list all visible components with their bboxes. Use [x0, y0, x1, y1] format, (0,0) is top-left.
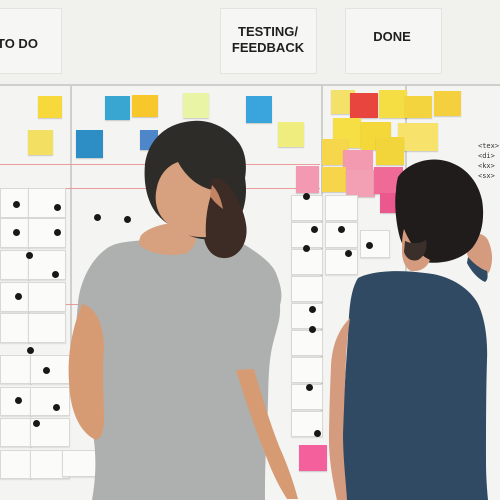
column-heading-testing: TESTING/ [238, 24, 298, 39]
magnet [94, 214, 101, 221]
task-card [325, 195, 358, 221]
task-card [291, 411, 323, 437]
blue-left-arm [329, 318, 350, 500]
magnet [43, 367, 50, 374]
magnet [303, 193, 310, 200]
right-arm [236, 369, 298, 499]
task-card [28, 313, 66, 343]
task-card [291, 357, 323, 383]
task-card [291, 303, 323, 329]
sticky-note [76, 130, 103, 158]
column-card-testing-feedback [220, 8, 317, 74]
task-card [291, 222, 323, 248]
magnet [26, 252, 33, 259]
column-card-to-do [0, 8, 62, 74]
task-card [0, 418, 32, 447]
column-heading-to-do: TO DO [0, 36, 38, 51]
column-heading-feedback: FEEDBACK [231, 40, 305, 55]
gray-tshirt [76, 224, 282, 500]
task-card [28, 282, 66, 312]
task-card [30, 355, 70, 384]
sticky-note [132, 95, 158, 117]
blue-tshirt [341, 271, 488, 500]
task-card [325, 249, 358, 275]
column-heading-done: DONE [373, 29, 411, 44]
magnet [311, 226, 318, 233]
magnet [366, 242, 373, 249]
task-card [291, 276, 323, 302]
magnet [13, 201, 20, 208]
sticky-note [296, 166, 319, 193]
left-arm [68, 304, 104, 440]
sticky-note [28, 130, 53, 155]
magnet [52, 271, 59, 278]
sticky-note [405, 96, 432, 118]
magnet [314, 430, 321, 437]
magnet [306, 384, 313, 391]
sticky-note [380, 193, 398, 213]
sticky-note [434, 91, 461, 116]
sticky-note [278, 122, 304, 147]
magnet [53, 404, 60, 411]
magnet [54, 229, 61, 236]
column-card-done [345, 8, 442, 74]
sticky-note [299, 445, 327, 471]
sticky-note [350, 93, 378, 118]
sticky-note [246, 96, 272, 123]
blue-ear [404, 240, 427, 261]
ear [210, 185, 223, 209]
sticky-note [398, 123, 438, 151]
sticky-note [322, 167, 346, 192]
board-top-rail [0, 84, 500, 86]
column-heading-testing-feedback: TESTING/ FEEDBACK [224, 24, 312, 56]
magnet [54, 204, 61, 211]
blue-head-hair [395, 159, 484, 263]
sticky-note [343, 150, 373, 170]
magnet [124, 216, 131, 223]
sticky-note [38, 96, 62, 118]
task-card [28, 188, 66, 218]
sticky-note [346, 170, 375, 197]
sticky-note [183, 93, 209, 118]
magnet [13, 229, 20, 236]
magnet [345, 250, 352, 257]
task-card [360, 230, 390, 258]
task-card [28, 250, 66, 280]
task-card [291, 330, 323, 356]
task-card [30, 387, 70, 416]
magnet [27, 347, 34, 354]
face-side [155, 162, 213, 238]
column-divider [70, 84, 72, 384]
magnet [15, 293, 22, 300]
magnet [309, 306, 316, 313]
blue-shoulder [467, 257, 488, 282]
magnet [338, 226, 345, 233]
magnet [15, 397, 22, 404]
sticky-note [376, 137, 404, 165]
sticky-note [105, 96, 130, 120]
magnet [309, 326, 316, 333]
sticky-note [379, 90, 407, 118]
handwritten-note: <tex> <di> <kx> <sx> [478, 142, 500, 180]
magnet [303, 245, 310, 252]
magnet [33, 420, 40, 427]
